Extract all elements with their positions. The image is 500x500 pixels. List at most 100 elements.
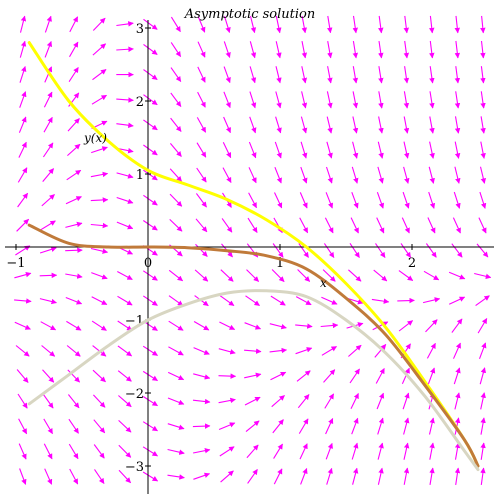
field-arrow	[403, 15, 410, 34]
field-arrow	[428, 166, 435, 184]
field-arrow	[249, 91, 257, 109]
field-arrow	[301, 15, 308, 34]
field-arrow	[90, 247, 109, 254]
field-arrow	[478, 342, 487, 359]
x-tick-label: 2	[408, 256, 416, 271]
field-arrow	[17, 192, 29, 208]
field-arrow	[91, 94, 107, 105]
field-arrow	[19, 40, 27, 58]
field-arrow	[44, 66, 53, 83]
field-arrow	[352, 467, 359, 485]
field-arrow	[480, 15, 486, 34]
field-arrow	[195, 218, 208, 233]
field-arrow	[244, 396, 261, 406]
field-arrow	[273, 443, 283, 459]
field-arrow	[19, 468, 27, 485]
field-arrow	[448, 296, 466, 305]
field-arrow	[197, 66, 206, 83]
field-arrow	[91, 296, 108, 305]
field-arrow	[193, 472, 211, 480]
field-arrow	[43, 418, 53, 435]
field-arrow	[275, 41, 282, 59]
field-arrow	[249, 15, 257, 34]
field-arrow	[39, 272, 58, 279]
field-arrow	[218, 348, 236, 355]
field-arrow	[448, 271, 466, 280]
field-arrow	[167, 397, 185, 405]
field-arrow	[479, 166, 487, 184]
field-arrow	[67, 118, 80, 132]
field-arrow	[427, 217, 436, 234]
field-arrow	[69, 41, 79, 58]
field-arrow	[19, 15, 27, 33]
field-arrow	[223, 41, 231, 59]
field-arrow	[68, 443, 79, 460]
field-arrow	[39, 298, 57, 305]
field-arrow	[19, 65, 27, 83]
field-arrow	[117, 295, 133, 306]
field-arrow	[299, 192, 308, 209]
field-arrow	[351, 417, 359, 435]
field-arrow	[454, 166, 461, 184]
y-tick-label: 3	[136, 22, 144, 37]
field-arrow	[325, 166, 333, 184]
field-arrow	[397, 297, 415, 304]
field-arrow	[18, 443, 27, 460]
field-arrow	[298, 243, 309, 258]
field-arrow	[249, 116, 257, 134]
field-arrow	[349, 368, 360, 384]
field-arrow	[92, 17, 106, 31]
field-arrow	[142, 270, 158, 281]
field-arrow	[301, 91, 308, 109]
field-arrow	[297, 269, 311, 282]
field-arrow	[323, 369, 336, 383]
field-arrow	[69, 468, 79, 485]
field-arrow	[118, 419, 132, 433]
field-arrow	[222, 167, 232, 183]
field-arrow	[223, 116, 231, 134]
field-arrow	[352, 41, 359, 59]
field-arrow	[352, 141, 359, 159]
field-arrow	[351, 442, 359, 460]
field-arrow	[479, 367, 487, 385]
field-arrow	[93, 419, 106, 434]
field-arrow	[429, 116, 435, 134]
field-arrow	[275, 66, 282, 84]
x-tick-label: 1	[276, 256, 284, 271]
field-arrow	[67, 394, 80, 409]
field-arrow	[244, 322, 262, 330]
field-arrow	[375, 243, 386, 258]
field-arrow	[92, 394, 106, 408]
field-arrow	[143, 43, 158, 55]
field-arrow	[400, 243, 412, 258]
field-arrow	[326, 141, 333, 159]
field-arrow	[169, 219, 183, 232]
field-arrow	[301, 40, 308, 59]
field-arrow	[480, 116, 486, 134]
field-arrow	[378, 41, 384, 59]
field-arrow	[169, 143, 182, 157]
field-arrow	[429, 467, 435, 485]
field-arrow	[452, 342, 461, 359]
field-arrow	[170, 67, 182, 83]
field-arrow	[348, 344, 362, 357]
field-arrow	[142, 295, 158, 306]
field-arrow	[326, 467, 333, 485]
field-arrow	[19, 91, 27, 108]
field-arrow	[142, 421, 158, 432]
field-arrow	[90, 197, 109, 203]
field-arrow	[426, 342, 436, 359]
field-arrow	[219, 446, 235, 457]
field-arrow	[197, 16, 206, 33]
field-arrow	[244, 372, 262, 379]
field-arrow	[92, 43, 107, 56]
y-tick-label: −2	[125, 387, 144, 402]
field-arrow	[142, 471, 159, 482]
field-arrow	[42, 142, 54, 158]
field-arrow	[377, 417, 384, 435]
field-arrow	[94, 469, 105, 484]
field-arrow	[193, 373, 211, 380]
field-arrow	[192, 398, 211, 405]
field-arrow	[275, 15, 282, 34]
field-arrow	[116, 196, 134, 204]
